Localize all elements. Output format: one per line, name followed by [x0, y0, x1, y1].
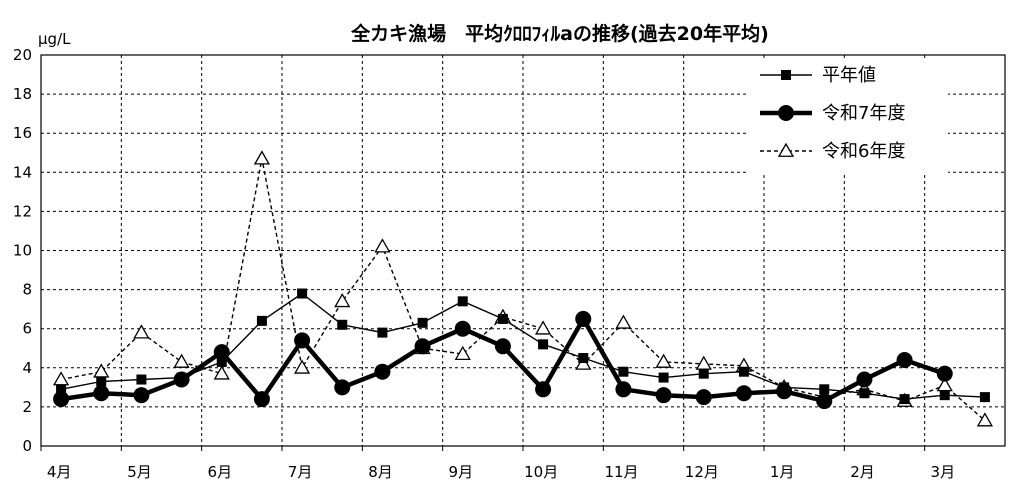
data-point — [578, 353, 589, 364]
data-point — [417, 317, 428, 328]
data-point — [618, 366, 629, 377]
x-tick-label: 5月 — [127, 463, 152, 481]
data-point — [337, 319, 348, 330]
x-tick-label: 12月 — [685, 463, 719, 481]
data-point — [213, 344, 230, 361]
data-point — [334, 293, 351, 308]
series — [53, 310, 953, 410]
data-point — [816, 393, 833, 410]
y-tick-label: 18 — [13, 85, 32, 103]
data-point — [136, 374, 147, 385]
y-tick-label: 4 — [22, 359, 32, 377]
y-tick-label: 2 — [22, 398, 32, 416]
data-point — [896, 351, 913, 368]
data-point — [856, 371, 873, 388]
data-point — [497, 313, 508, 324]
data-point — [457, 296, 468, 307]
data-point — [735, 385, 752, 402]
legend-label: 平年値 — [822, 65, 876, 86]
chart-title: 全カキ漁場 平均ｸﾛﾛﾌｨﾙaの推移(過去20年平均) — [350, 22, 769, 45]
data-point — [53, 391, 70, 408]
data-point — [294, 332, 311, 349]
x-tick-label: 6月 — [208, 463, 233, 481]
y-axis-unit: μg/L — [38, 30, 71, 48]
data-point — [173, 371, 190, 388]
x-tick-label: 4月 — [47, 463, 72, 481]
data-point — [414, 338, 431, 355]
data-point — [253, 391, 270, 408]
data-point — [133, 324, 150, 339]
data-point — [256, 315, 267, 326]
data-point — [96, 376, 107, 387]
data-point — [494, 338, 511, 355]
data-point — [738, 366, 749, 377]
y-tick-label: 14 — [13, 163, 32, 181]
data-point — [976, 412, 994, 427]
data-point — [615, 381, 632, 398]
legend-label: 令和7年度 — [822, 103, 905, 124]
data-point — [213, 365, 230, 380]
series-layer — [52, 150, 994, 427]
data-point — [575, 310, 592, 327]
data-point — [655, 353, 672, 368]
data-point — [297, 288, 308, 299]
data-point — [781, 70, 791, 80]
data-point — [655, 387, 672, 404]
data-point — [253, 150, 271, 165]
data-point — [454, 320, 471, 337]
data-point — [374, 238, 391, 253]
data-point — [334, 379, 351, 396]
data-point — [776, 383, 793, 400]
y-tick-label: 10 — [13, 242, 32, 260]
data-point — [777, 142, 795, 157]
data-point — [374, 363, 391, 380]
data-point — [93, 385, 110, 402]
data-point — [52, 371, 70, 386]
data-point — [56, 384, 67, 395]
data-point — [778, 105, 794, 121]
y-tick-label: 12 — [13, 202, 32, 220]
data-point — [538, 339, 549, 350]
data-point — [859, 388, 870, 399]
data-point — [535, 381, 552, 398]
data-point — [819, 384, 830, 395]
data-point — [173, 353, 190, 368]
y-tick-label: 8 — [22, 281, 32, 299]
data-point — [698, 368, 709, 379]
data-point — [93, 363, 110, 378]
data-point — [133, 387, 150, 404]
data-point — [615, 314, 632, 329]
data-point — [216, 356, 227, 367]
data-point — [979, 392, 990, 403]
grid — [40, 54, 1006, 447]
data-point — [936, 365, 953, 382]
y-tick-label: 16 — [13, 124, 32, 142]
y-tick-label: 6 — [22, 320, 32, 338]
x-tick-label: 1月 — [770, 463, 795, 481]
data-point — [695, 389, 712, 406]
series-line — [60, 292, 985, 400]
x-tick-label: 2月 — [850, 463, 875, 481]
legend-label: 令和6年度 — [822, 141, 905, 162]
data-point — [939, 390, 950, 401]
tick-labels: 0 2 4 6 8 10 12 14 16 18 20 4月 5月 6月 7月 8月 9月 10月 11月 12月 1月… — [13, 46, 955, 481]
x-tick-label: 11月 — [604, 463, 638, 481]
data-point — [899, 394, 910, 405]
x-tick-label: 9月 — [449, 463, 474, 481]
y-tick-label: 0 — [22, 437, 32, 455]
data-point — [454, 345, 471, 361]
data-point — [377, 327, 388, 338]
series — [56, 288, 990, 405]
data-point — [534, 320, 552, 335]
data-point — [293, 359, 311, 374]
data-point — [658, 372, 669, 383]
y-tick-label: 20 — [13, 46, 32, 64]
x-tick-label: 10月 — [524, 463, 558, 481]
x-tick-label: 8月 — [368, 463, 393, 481]
x-tick-label: 3月 — [931, 463, 956, 481]
x-tick-label: 7月 — [288, 463, 313, 481]
